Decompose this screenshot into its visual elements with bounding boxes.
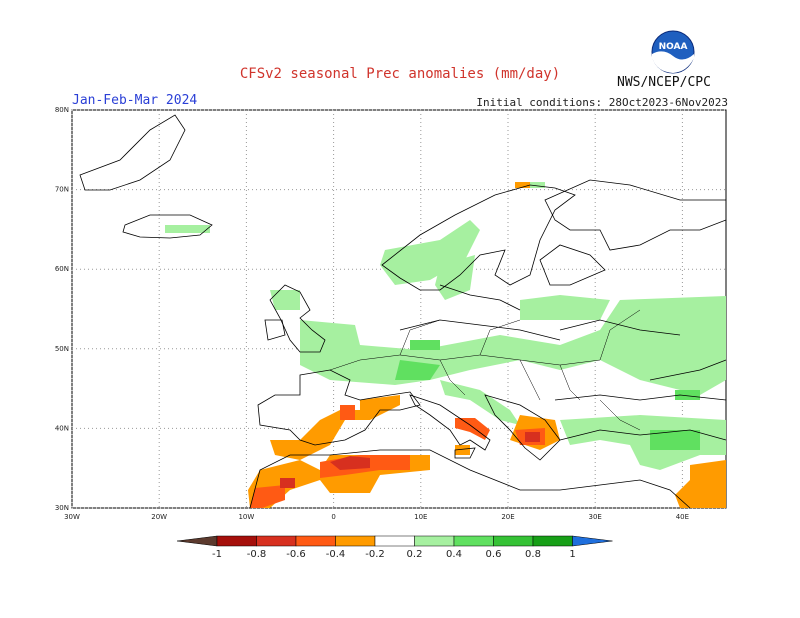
country-borders bbox=[329, 309, 641, 431]
lat-label: 60N bbox=[55, 265, 69, 273]
colorbar-high-arrow bbox=[572, 535, 613, 547]
lat-label: 50N bbox=[55, 345, 69, 353]
colorbar-label: 0.6 bbox=[486, 549, 502, 560]
lat-label: 80N bbox=[55, 106, 69, 114]
lon-label: 40E bbox=[676, 513, 689, 521]
colorbar-label: 0.4 bbox=[446, 549, 462, 560]
lon-label: 30W bbox=[64, 513, 80, 521]
svg-text:NOAA: NOAA bbox=[659, 42, 688, 52]
colorbar-segment bbox=[414, 535, 455, 547]
colorbar-label: -1 bbox=[212, 549, 222, 560]
colorbar-segment bbox=[493, 535, 534, 547]
lon-label: 30E bbox=[589, 513, 602, 521]
colorbar-legend: -1 -0.8 -0.6 -0.4 -0.2 0.2 0.4 0.6 0.8 1 bbox=[176, 535, 613, 560]
coastlines bbox=[79, 114, 727, 509]
colorbar-segment bbox=[453, 535, 494, 547]
colorbar-segment bbox=[216, 535, 257, 547]
colorbar-low-arrow bbox=[176, 535, 218, 547]
colorbar-segment bbox=[532, 535, 573, 547]
colorbar-label: 0.2 bbox=[407, 549, 423, 560]
latitude-labels: 80N 70N 60N 50N 40N 30N bbox=[55, 106, 69, 512]
colorbar-segment bbox=[295, 535, 336, 547]
initial-conditions-label: Initial conditions: 28Oct2023-6Nov2023 bbox=[476, 96, 728, 109]
positive-anomaly-moderate bbox=[395, 340, 700, 450]
colorbar-segment bbox=[374, 535, 415, 547]
colorbar-label: -0.6 bbox=[286, 549, 306, 560]
agency-label: NWS/NCEP/CPC bbox=[617, 75, 711, 90]
negative-anomaly-very-strong bbox=[280, 432, 540, 488]
colorbar-segment bbox=[335, 535, 376, 547]
colorbar-label: -0.4 bbox=[326, 549, 346, 560]
lon-label: 20W bbox=[151, 513, 167, 521]
lon-label: 0 bbox=[331, 513, 335, 521]
lon-label: 10E bbox=[414, 513, 427, 521]
chart-title: CFSv2 seasonal Prec anomalies (mm/day) bbox=[239, 66, 561, 82]
colorbar-label: -0.8 bbox=[247, 549, 267, 560]
lon-label: 10W bbox=[238, 513, 254, 521]
noaa-logo: NOAA bbox=[651, 30, 695, 74]
lat-label: 70N bbox=[55, 186, 69, 194]
longitude-labels: 30W 20W 10W 0 10E 20E 30E 40E bbox=[64, 513, 689, 521]
colorbar-label: 1 bbox=[569, 549, 575, 560]
lat-label: 40N bbox=[55, 424, 69, 432]
colorbar-label: -0.2 bbox=[365, 549, 385, 560]
lon-label: 20E bbox=[501, 513, 514, 521]
season-label: Jan-Feb-Mar 2024 bbox=[72, 93, 198, 108]
colorbar-segment bbox=[256, 535, 297, 547]
colorbar-label: 0.8 bbox=[525, 549, 541, 560]
lat-label: 30N bbox=[55, 504, 69, 512]
